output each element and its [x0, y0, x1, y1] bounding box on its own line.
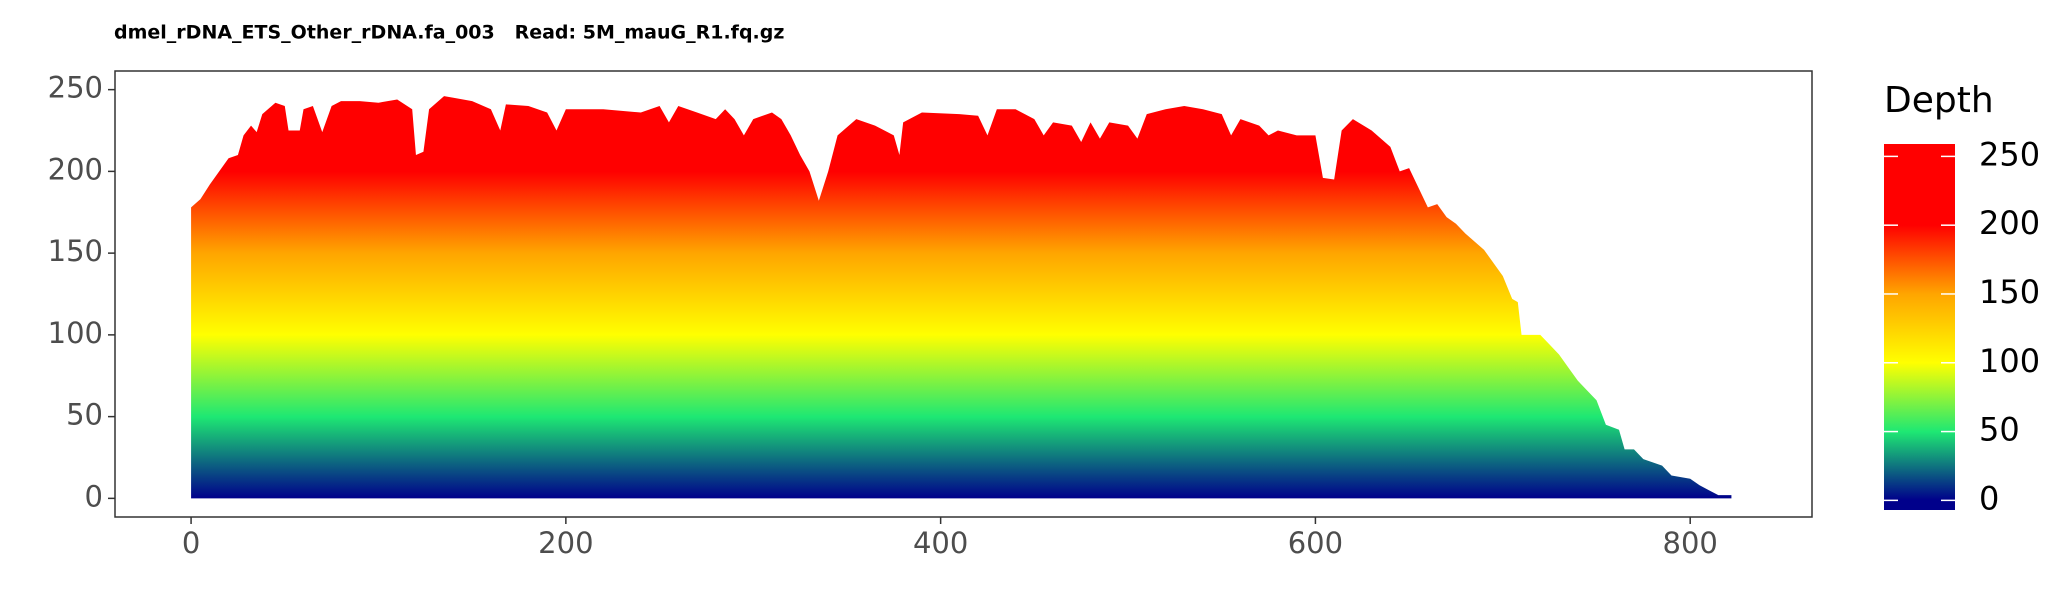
- legend-title: Depth: [1884, 80, 1994, 121]
- plot-frame: [114, 70, 1813, 518]
- x-tick-label: 800: [1663, 526, 1718, 560]
- legend-label: 50: [1979, 411, 2020, 449]
- x-tick-label: 400: [913, 526, 968, 560]
- depth-area: [191, 96, 1732, 499]
- y-tick-label: 200: [48, 152, 103, 186]
- colorbar: [1884, 144, 1955, 510]
- legend-label: 200: [1979, 204, 2040, 242]
- x-tick-label: 0: [182, 526, 200, 560]
- legend-label: 250: [1979, 135, 2040, 173]
- y-tick-label: 0: [85, 479, 103, 513]
- legend-label: 100: [1979, 342, 2040, 380]
- y-tick-label: 150: [48, 234, 103, 268]
- legend-label: 150: [1979, 273, 2040, 311]
- x-tick-label: 200: [538, 526, 593, 560]
- legend-label: 0: [1979, 479, 1999, 517]
- x-tick-label: 600: [1288, 526, 1343, 560]
- y-tick-label: 100: [48, 316, 103, 350]
- chart-title: dmel_rDNA_ETS_Other_rDNA.fa_003 Read: 5M…: [114, 22, 784, 44]
- y-tick-label: 250: [48, 71, 103, 105]
- y-tick-label: 50: [66, 398, 103, 432]
